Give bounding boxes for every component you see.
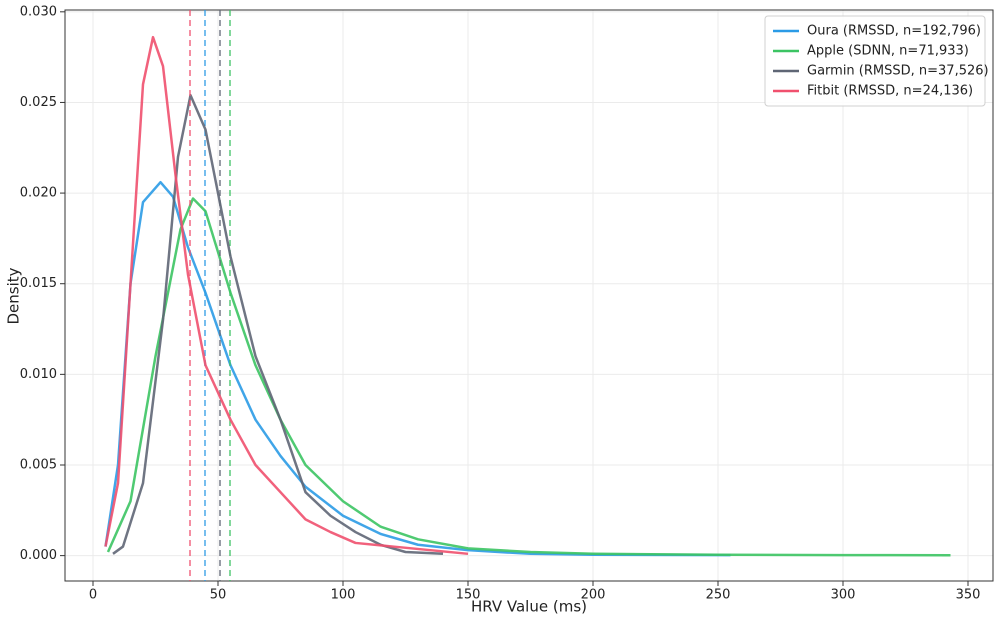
x-tick-label: 250: [706, 588, 731, 603]
y-tick-label: 0.020: [20, 186, 57, 201]
plot-frame: [64, 9, 994, 582]
density-line: [104, 35, 469, 556]
y-tick-label: 0.015: [20, 276, 57, 291]
x-tick-label: 0: [89, 588, 97, 603]
y-tick-label: 0.000: [20, 548, 57, 563]
y-tick-label: 0.010: [20, 367, 57, 382]
x-tick-label: 300: [831, 588, 856, 603]
density-line: [112, 93, 444, 556]
x-tick-label: 100: [331, 588, 356, 603]
x-tick-label: 350: [956, 588, 981, 603]
y-tick-label: 0.005: [20, 457, 57, 472]
legend-label: Fitbit (RMSSD, n=24,136): [807, 84, 973, 99]
density-line: [106, 197, 951, 557]
density-line: [104, 180, 731, 557]
x-axis-label: HRV Value (ms): [471, 598, 587, 616]
legend-label: Oura (RMSSD, n=192,796): [807, 24, 981, 39]
legend-label: Apple (SDNN, n=71,933): [807, 44, 969, 59]
x-tick-label: 150: [456, 588, 481, 603]
legend-label: Garmin (RMSSD, n=37,526): [807, 64, 989, 79]
x-tick-label: 50: [210, 588, 227, 603]
y-tick-label: 0.025: [20, 95, 57, 110]
x-tick-label: 200: [581, 588, 606, 603]
y-tick-label: 0.030: [20, 4, 57, 19]
legend-box: [764, 15, 986, 107]
y-axis-label: Density: [5, 267, 23, 324]
